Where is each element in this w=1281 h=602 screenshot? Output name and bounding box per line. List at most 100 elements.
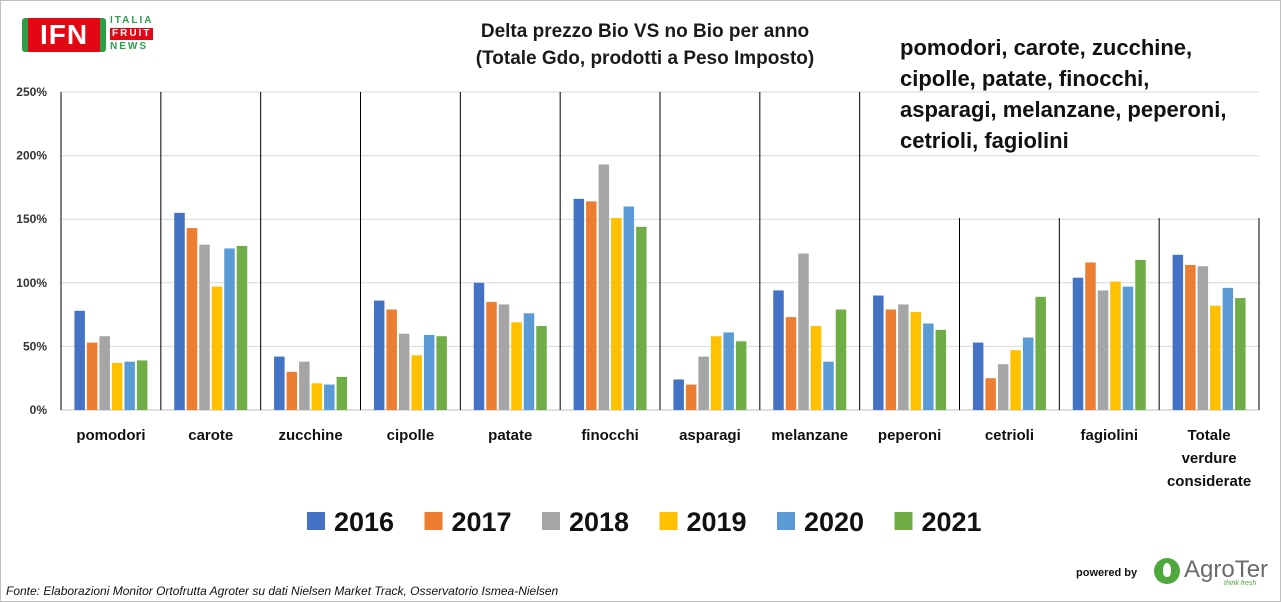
y-axis-ticks: 0% 50% 100% 150% 200% 250%	[16, 85, 47, 417]
agroter-logo-name: AgroTer	[1184, 556, 1269, 583]
legend-swatch	[424, 512, 443, 530]
x-tick-label: finocchi	[581, 427, 639, 444]
bar-2020	[423, 334, 435, 410]
bar-2018	[1197, 266, 1209, 410]
ifn-logo-abbrev: IFN	[39, 19, 89, 50]
powered-by-label: powered by	[1076, 567, 1138, 579]
bar-2018	[498, 304, 510, 410]
legend-label: 2018	[569, 507, 629, 537]
bar-2019	[1010, 350, 1021, 410]
bar-2021	[336, 376, 348, 410]
bar-2017	[1185, 264, 1196, 410]
bar-2019	[710, 336, 722, 410]
legend-swatch	[777, 512, 795, 530]
bar-2021	[1135, 259, 1146, 410]
bar-2020	[723, 332, 734, 410]
y-tick-label: 200%	[16, 149, 47, 163]
legend-label: 2017	[452, 507, 512, 537]
bar-2020	[1022, 337, 1034, 410]
y-tick-label: 150%	[16, 212, 47, 226]
agroter-logo-tagline: think fresh	[1224, 580, 1257, 587]
bar-2021	[136, 360, 148, 410]
bar-2019	[311, 383, 323, 410]
ifn-logo-box: IFN	[22, 18, 106, 52]
bar-2017	[885, 309, 897, 410]
legend-label: 2016	[334, 507, 394, 537]
bar-2016	[74, 310, 85, 410]
bar-2019	[810, 326, 822, 410]
bar-2020	[324, 384, 335, 410]
bar-2018	[99, 336, 110, 410]
x-tick-label: patate	[488, 427, 532, 444]
bar-2019	[211, 286, 223, 410]
bar-2018	[299, 361, 310, 410]
legend-label: 2019	[687, 507, 747, 537]
x-tick-label: fagiolini	[1081, 427, 1139, 444]
bar-2021	[1235, 298, 1246, 410]
legend-swatch	[542, 512, 560, 530]
x-tick-label: pomodori	[76, 427, 145, 444]
x-tick-label: zucchine	[278, 427, 342, 444]
bar-2020	[823, 361, 834, 410]
y-tick-label: 0%	[30, 403, 48, 417]
x-tick-label: verdure	[1182, 450, 1237, 467]
bar-2016	[1072, 277, 1084, 410]
bar-2017	[486, 301, 497, 410]
bar-2016	[573, 198, 585, 410]
bar-2019	[411, 355, 422, 410]
ifn-logo-word-2: FRUIT	[110, 28, 154, 40]
bar-2017	[685, 384, 697, 410]
bar-2018	[798, 253, 809, 410]
bar-2019	[611, 217, 622, 410]
bar-2018	[398, 333, 410, 410]
bar-2021	[436, 336, 447, 410]
y-tick-label: 250%	[16, 85, 47, 99]
bar-2016	[373, 300, 385, 410]
bar-2021	[636, 226, 647, 410]
x-axis-labels: pomodori carote zucchine cipolle patate finoc…	[76, 427, 1251, 490]
ifn-logo-word-1: ITALIA	[110, 15, 154, 26]
bar-2017	[1085, 262, 1096, 410]
bar-2021	[735, 341, 747, 410]
legend-swatch	[659, 512, 678, 530]
bar-2019	[511, 322, 522, 410]
bar-2021	[835, 309, 847, 410]
product-list-line: pomodori, carote, zucchine,	[900, 35, 1193, 60]
legend-swatch	[307, 512, 325, 530]
chart-title-line-1: Delta prezzo Bio VS no Bio per anno	[480, 21, 810, 42]
bar-2021	[1035, 296, 1046, 410]
x-tick-label: Totale	[1188, 427, 1231, 444]
y-tick-label: 50%	[23, 339, 47, 353]
product-list: pomodori, carote, zucchine, cipolle, pat…	[900, 32, 1270, 156]
x-tick-label: considerate	[1167, 473, 1251, 490]
bar-2020	[224, 248, 235, 410]
chart-title-line-2: (Totale Gdo, prodotti a Peso Imposto)	[475, 48, 815, 69]
bar-2020	[623, 206, 635, 410]
x-tick-label: peperoni	[878, 427, 941, 444]
x-tick-label: carote	[188, 427, 233, 444]
bar-2019	[111, 362, 123, 410]
bar-2016	[1172, 254, 1184, 410]
bar-2019	[1210, 305, 1221, 410]
product-list-line: cipolle, patate, finocchi,	[900, 66, 1150, 91]
bar-2017	[86, 342, 98, 410]
bar-2016	[174, 212, 185, 410]
bar-2016	[673, 379, 684, 410]
x-tick-label: asparagi	[679, 427, 741, 444]
x-tick-label: cipolle	[387, 427, 435, 444]
bars	[74, 164, 1246, 410]
bar-2021	[236, 245, 248, 410]
bar-2018	[898, 304, 909, 410]
bar-2016	[473, 282, 485, 410]
ifn-logo-word-3: NEWS	[110, 41, 148, 52]
legend: 2016 2017 2018 2019 2020 2021	[307, 507, 982, 537]
legend-swatch	[894, 512, 913, 530]
bar-2017	[985, 378, 996, 410]
bar-2016	[873, 295, 884, 410]
bar-2017	[186, 228, 198, 410]
bar-2017	[386, 309, 397, 410]
bar-2018	[1097, 290, 1109, 410]
bar-2016	[773, 290, 784, 410]
bar-2017	[286, 371, 298, 410]
agroter-logo: AgroTer think fresh	[1154, 556, 1269, 588]
